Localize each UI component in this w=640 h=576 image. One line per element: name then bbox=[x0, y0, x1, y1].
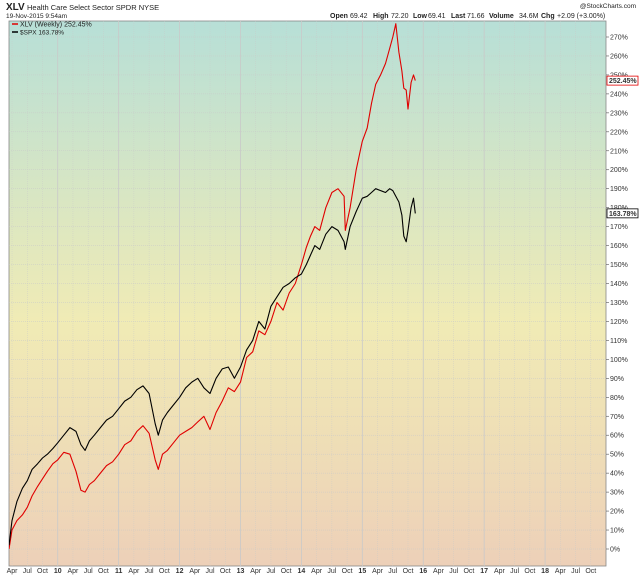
y-tick-label: 80% bbox=[610, 395, 624, 402]
x-tick-label: 15 bbox=[358, 568, 366, 575]
y-tick-label: 90% bbox=[610, 376, 624, 383]
description-label: Health Care Select Sector SPDR NYSE bbox=[27, 3, 159, 12]
x-tick-label: 14 bbox=[298, 568, 306, 575]
y-tick-label: 70% bbox=[610, 414, 624, 421]
x-tick-label: Apr bbox=[7, 568, 19, 575]
x-tick-label: Oct bbox=[281, 568, 292, 575]
y-tick-label: 130% bbox=[610, 300, 628, 307]
end-label-xlv: 252.45% bbox=[609, 78, 637, 85]
low-label: Low bbox=[413, 13, 428, 20]
x-tick-label: Jul bbox=[510, 568, 519, 575]
open-value: 69.42 bbox=[350, 13, 368, 20]
date-label: 19-Nov-2015 9:54am bbox=[6, 13, 67, 20]
symbol-label: XLV bbox=[6, 2, 25, 13]
x-tick-label: Jul bbox=[206, 568, 215, 575]
x-tick-label: 17 bbox=[480, 568, 488, 575]
x-tick-label: Jul bbox=[23, 568, 32, 575]
x-tick-label: Apr bbox=[372, 568, 384, 575]
end-labels: 252.45% 163.78% bbox=[606, 75, 639, 219]
x-tick-label: Apr bbox=[189, 568, 201, 575]
end-label-box bbox=[606, 75, 639, 86]
x-tick-label: 16 bbox=[419, 568, 427, 575]
y-tick-label: 190% bbox=[610, 186, 628, 193]
x-tick-label: 10 bbox=[54, 568, 62, 575]
x-tick-label: 18 bbox=[541, 568, 549, 575]
y-tick-label: 170% bbox=[610, 224, 628, 231]
x-tick-label: Apr bbox=[250, 568, 262, 575]
x-tick-label: Oct bbox=[220, 568, 231, 575]
x-tick-label: Oct bbox=[37, 568, 48, 575]
y-tick-label: 20% bbox=[610, 509, 624, 516]
volume-label: Volume bbox=[489, 13, 514, 20]
x-tick-label: Oct bbox=[585, 568, 596, 575]
y-tick-label: 220% bbox=[610, 129, 628, 136]
y-tick-label: 140% bbox=[610, 281, 628, 288]
y-tick-label: 30% bbox=[610, 490, 624, 497]
legend: XLV (Weekly) 252.45% $SPX 163.78% bbox=[12, 22, 92, 37]
y-tick-label: 120% bbox=[610, 319, 628, 326]
x-tick-label: Apr bbox=[433, 568, 445, 575]
legend-item-spx: $SPX 163.78% bbox=[20, 30, 64, 37]
y-tick-label: 160% bbox=[610, 243, 628, 250]
x-tick-label: Apr bbox=[494, 568, 506, 575]
x-tick-label: Oct bbox=[524, 568, 535, 575]
y-tick-label: 150% bbox=[610, 262, 628, 269]
x-tick-label: Jul bbox=[266, 568, 275, 575]
series-line-spx bbox=[9, 188, 416, 546]
x-tick-label: Jul bbox=[449, 568, 458, 575]
low-value: 69.41 bbox=[428, 13, 446, 20]
end-label-spx: 163.78% bbox=[609, 211, 637, 218]
legend-item-xlv: XLV (Weekly) 252.45% bbox=[20, 22, 92, 29]
watermark: @StockCharts.com bbox=[580, 3, 636, 10]
x-tick-label: Oct bbox=[342, 568, 353, 575]
x-tick-label: Oct bbox=[98, 568, 109, 575]
y-tick-label: 260% bbox=[610, 53, 628, 60]
x-tick-label: Oct bbox=[159, 568, 170, 575]
y-tick-label: 200% bbox=[610, 167, 628, 174]
y-tick-label: 270% bbox=[610, 35, 628, 42]
y-tick-label: 10% bbox=[610, 528, 624, 535]
x-tick-label: Apr bbox=[311, 568, 323, 575]
y-tick-label: 110% bbox=[610, 338, 627, 345]
x-tick-label: Jul bbox=[327, 568, 336, 575]
y-tick-label: 0% bbox=[610, 547, 620, 554]
y-tick-label: 240% bbox=[610, 91, 628, 98]
series-layer bbox=[9, 23, 416, 550]
x-tick-label: 13 bbox=[237, 568, 245, 575]
chg-value: +2.09 (+3.00%) bbox=[557, 13, 605, 20]
quote-bar: Open 69.42 High 72.20 Low 69.41 Last 71.… bbox=[330, 13, 605, 20]
x-tick-label: Jul bbox=[145, 568, 154, 575]
x-tick-label: Apr bbox=[68, 568, 80, 575]
y-axis: 0% 10% 20% 30% 40% 50% 60% 70% 80% 90% 100% 110% 120… bbox=[606, 35, 628, 554]
x-tick-label: Oct bbox=[403, 568, 414, 575]
last-value: 71.66 bbox=[467, 13, 485, 20]
x-tick-label: Jul bbox=[388, 568, 397, 575]
open-label: Open bbox=[330, 13, 348, 20]
y-tick-label: 50% bbox=[610, 452, 624, 459]
high-value: 72.20 bbox=[391, 13, 409, 20]
plot-area bbox=[8, 20, 607, 567]
high-label: High bbox=[373, 13, 389, 20]
x-tick-label: 12 bbox=[176, 568, 184, 575]
y-tick-label: 210% bbox=[610, 148, 628, 155]
x-tick-label: Jul bbox=[571, 568, 580, 575]
series-line-xlv bbox=[9, 23, 416, 550]
end-label-box bbox=[606, 208, 639, 219]
grid bbox=[9, 21, 606, 566]
x-tick-label: Apr bbox=[555, 568, 567, 575]
x-tick-label: Oct bbox=[463, 568, 474, 575]
volume-value: 34.6M bbox=[519, 13, 539, 20]
x-tick-label: 11 bbox=[115, 568, 123, 575]
y-tick-label: 40% bbox=[610, 471, 624, 478]
y-tick-label: 100% bbox=[610, 357, 628, 364]
x-tick-label: Jul bbox=[84, 568, 93, 575]
y-tick-label: 230% bbox=[610, 110, 628, 117]
last-label: Last bbox=[451, 13, 466, 20]
x-axis: Apr Jul Oct 10 Apr Jul Oct 11 Apr Jul Oct 12 Apr Jul O… bbox=[7, 568, 597, 575]
y-tick-label: 60% bbox=[610, 433, 624, 440]
chg-label: Chg bbox=[541, 13, 555, 20]
x-tick-label: Apr bbox=[128, 568, 140, 575]
